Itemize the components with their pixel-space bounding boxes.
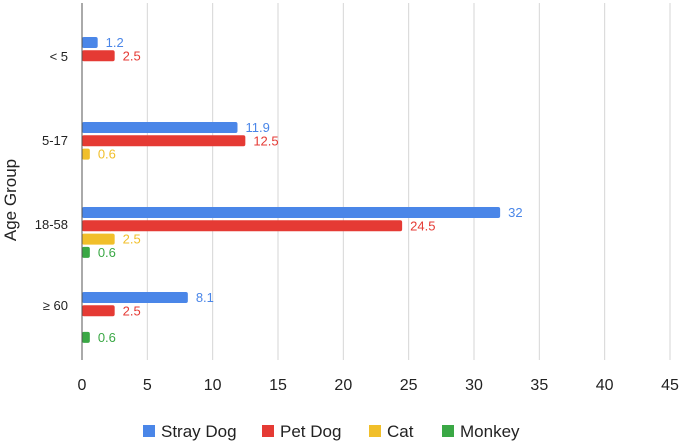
data-label: 0.6: [98, 245, 116, 260]
y-category-label: < 5: [50, 49, 68, 64]
bar-cat: [82, 148, 90, 160]
data-label: 2.5: [123, 48, 141, 63]
x-tick-label: 35: [530, 377, 548, 394]
bar-stray-dog: [82, 37, 98, 48]
x-tick-label: 40: [596, 377, 614, 394]
legend-swatch: [369, 425, 381, 437]
legend: Stray Dog Pet Dog Cat Monkey: [143, 422, 520, 441]
x-tick-label: 15: [269, 377, 287, 394]
x-tick-label: 25: [400, 377, 418, 394]
data-label: 1.2: [106, 35, 124, 50]
x-tick-label: 45: [661, 377, 679, 394]
legend-swatch: [442, 425, 454, 437]
data-label: 32: [508, 205, 522, 220]
bar-stray-dog: [82, 122, 238, 133]
data-label: 12.5: [253, 133, 278, 148]
y-axis-categories: < 5 5-17 18-58 ≥ 60: [35, 49, 68, 313]
y-category-label: 18-58: [35, 217, 68, 232]
data-label: 0.6: [98, 147, 116, 162]
y-axis-label: Age Group: [1, 159, 20, 241]
bars: [82, 37, 501, 343]
x-tick-label: 20: [334, 377, 352, 394]
legend-label: Pet Dog: [280, 422, 341, 441]
x-tick-label: 30: [465, 377, 483, 394]
x-tick-label: 0: [78, 377, 87, 394]
y-category-label: 5-17: [42, 133, 68, 148]
bar-stray-dog: [82, 292, 188, 303]
legend-label: Cat: [387, 422, 414, 441]
data-label: 2.5: [123, 303, 141, 318]
bar-cat: [82, 233, 115, 245]
legend-swatch: [143, 425, 155, 437]
legend-swatch: [262, 425, 274, 437]
data-label: 8.1: [196, 290, 214, 305]
bar-stray-dog: [82, 207, 501, 218]
x-axis-ticks: 0 5 10 15 20 25 30 35 40 45: [78, 377, 679, 394]
bar-pet-dog: [82, 305, 115, 317]
bar-monkey: [82, 331, 90, 343]
bar-monkey: [82, 246, 90, 258]
bar-pet-dog: [82, 220, 403, 232]
bar-pet-dog: [82, 135, 246, 147]
legend-label: Monkey: [460, 422, 520, 441]
data-label: 0.6: [98, 330, 116, 345]
data-label: 2.5: [123, 232, 141, 247]
data-label: 11.9: [245, 120, 269, 135]
gridlines: [146, 3, 671, 360]
x-tick-label: 5: [143, 377, 152, 394]
data-label: 24.5: [410, 218, 435, 233]
x-tick-label: 10: [204, 377, 222, 394]
legend-label: Stray Dog: [161, 422, 237, 441]
bar-pet-dog: [82, 50, 115, 62]
y-category-label: ≥ 60: [43, 298, 68, 313]
